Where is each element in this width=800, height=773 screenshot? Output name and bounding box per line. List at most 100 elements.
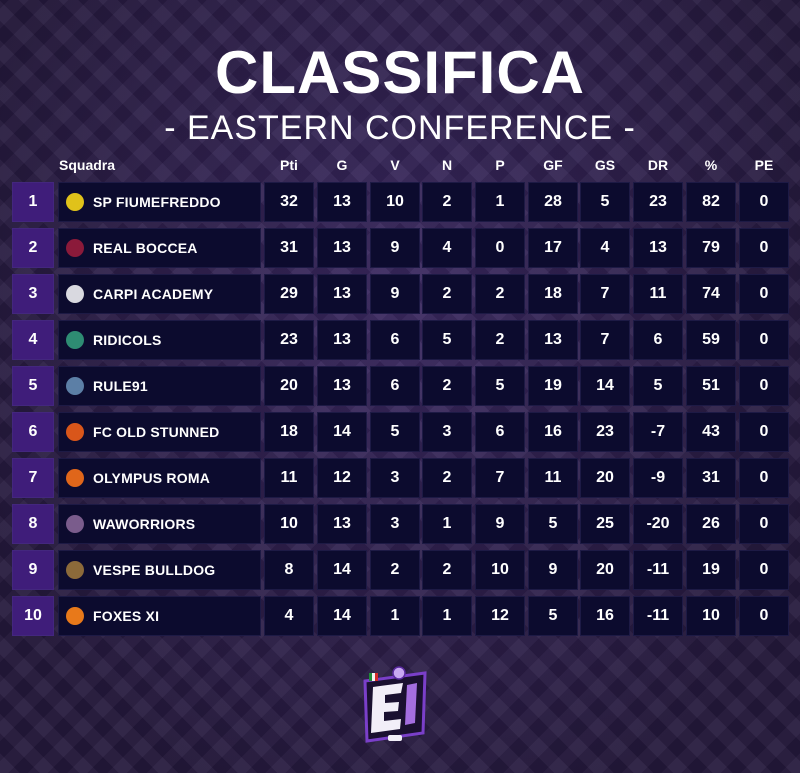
pct-cell: 79 xyxy=(686,228,736,268)
p-cell: 5 xyxy=(475,366,525,406)
pct-cell: 43 xyxy=(686,412,736,452)
position-cell: 7 xyxy=(12,458,54,498)
gf-cell: 13 xyxy=(528,320,578,360)
header-p: P xyxy=(495,157,505,173)
pct-cell: 59 xyxy=(686,320,736,360)
team-cell: REAL BOCCEA xyxy=(58,228,261,268)
header-v: V xyxy=(390,157,400,173)
gf-cell: 5 xyxy=(528,596,578,636)
pts-cell: 29 xyxy=(264,274,314,314)
gs-cell: 23 xyxy=(580,412,630,452)
v-cell: 6 xyxy=(370,320,420,360)
p-cell: 2 xyxy=(475,274,525,314)
team-name: REAL BOCCEA xyxy=(93,240,198,256)
team-logo-icon xyxy=(66,607,84,625)
table-row: 8 WAWORRIORS 10 13 3 1 9 5 25 -20 26 0 xyxy=(0,504,800,544)
pct-cell: 51 xyxy=(686,366,736,406)
table-row: 10 FOXES XI 4 14 1 1 12 5 16 -11 10 0 xyxy=(0,596,800,636)
v-cell: 3 xyxy=(370,504,420,544)
v-cell: 2 xyxy=(370,550,420,590)
n-cell: 2 xyxy=(422,550,472,590)
n-cell: 5 xyxy=(422,320,472,360)
position-cell: 4 xyxy=(12,320,54,360)
pct-cell: 82 xyxy=(686,182,736,222)
pts-cell: 8 xyxy=(264,550,314,590)
gs-cell: 25 xyxy=(580,504,630,544)
header-gs: GS xyxy=(594,157,616,173)
pts-cell: 4 xyxy=(264,596,314,636)
v-cell: 6 xyxy=(370,366,420,406)
team-cell: FC OLD STUNNED xyxy=(58,412,261,452)
dr-cell: 23 xyxy=(633,182,683,222)
pts-cell: 20 xyxy=(264,366,314,406)
gs-cell: 7 xyxy=(580,274,630,314)
n-cell: 2 xyxy=(422,182,472,222)
pe-cell: 0 xyxy=(739,274,789,314)
pe-cell: 0 xyxy=(739,366,789,406)
g-cell: 13 xyxy=(317,228,367,268)
pts-cell: 18 xyxy=(264,412,314,452)
v-cell: 9 xyxy=(370,228,420,268)
pe-cell: 0 xyxy=(739,458,789,498)
header-team: Squadra xyxy=(59,157,116,173)
n-cell: 1 xyxy=(422,504,472,544)
dr-cell: -11 xyxy=(633,550,683,590)
pct-cell: 31 xyxy=(686,458,736,498)
team-cell: CARPI ACADEMY xyxy=(58,274,261,314)
n-cell: 4 xyxy=(422,228,472,268)
table-row: 7 OLYMPUS ROMA 11 12 3 2 7 11 20 -9 31 0 xyxy=(0,458,800,498)
dr-cell: -9 xyxy=(633,458,683,498)
team-name: RULE91 xyxy=(93,378,148,394)
position-cell: 10 xyxy=(12,596,54,636)
gf-cell: 18 xyxy=(528,274,578,314)
gs-cell: 4 xyxy=(580,228,630,268)
dr-cell: 5 xyxy=(633,366,683,406)
g-cell: 14 xyxy=(317,596,367,636)
team-logo-icon xyxy=(66,561,84,579)
position-cell: 6 xyxy=(12,412,54,452)
pe-cell: 0 xyxy=(739,504,789,544)
table-row: 6 FC OLD STUNNED 18 14 5 3 6 16 23 -7 43 0 xyxy=(0,412,800,452)
table-row: 3 CARPI ACADEMY 29 13 9 2 2 18 7 11 74 0 xyxy=(0,274,800,314)
pct-cell: 74 xyxy=(686,274,736,314)
team-name: WAWORRIORS xyxy=(93,516,196,532)
gs-cell: 7 xyxy=(580,320,630,360)
team-name: FOXES XI xyxy=(93,608,160,624)
gf-cell: 17 xyxy=(528,228,578,268)
gf-cell: 28 xyxy=(528,182,578,222)
position-cell: 9 xyxy=(12,550,54,590)
v-cell: 3 xyxy=(370,458,420,498)
pe-cell: 0 xyxy=(739,320,789,360)
pe-cell: 0 xyxy=(739,550,789,590)
dr-cell: 6 xyxy=(633,320,683,360)
team-name: CARPI ACADEMY xyxy=(93,286,214,302)
gs-cell: 14 xyxy=(580,366,630,406)
team-logo-icon xyxy=(66,285,84,303)
team-logo-icon xyxy=(66,377,84,395)
n-cell: 2 xyxy=(422,274,472,314)
position-cell: 2 xyxy=(12,228,54,268)
v-cell: 10 xyxy=(370,182,420,222)
g-cell: 14 xyxy=(317,412,367,452)
table-row: 2 REAL BOCCEA 31 13 9 4 0 17 4 13 79 0 xyxy=(0,228,800,268)
table-row: 4 RIDICOLS 23 13 6 5 2 13 7 6 59 0 xyxy=(0,320,800,360)
team-cell: RIDICOLS xyxy=(58,320,261,360)
gs-cell: 16 xyxy=(580,596,630,636)
header-gf: GF xyxy=(543,157,563,173)
position-cell: 3 xyxy=(12,274,54,314)
p-cell: 12 xyxy=(475,596,525,636)
g-cell: 13 xyxy=(317,274,367,314)
table-row: 1 SP FIUMEFREDDO 32 13 10 2 1 28 5 23 82 0 xyxy=(0,182,800,222)
n-cell: 2 xyxy=(422,366,472,406)
team-logo-icon xyxy=(66,515,84,533)
p-cell: 6 xyxy=(475,412,525,452)
dr-cell: -7 xyxy=(633,412,683,452)
p-cell: 2 xyxy=(475,320,525,360)
team-logo-icon xyxy=(66,469,84,487)
dr-cell: -20 xyxy=(633,504,683,544)
table-row: 9 VESPE BULLDOG 8 14 2 2 10 9 20 -11 19 0 xyxy=(0,550,800,590)
p-cell: 10 xyxy=(475,550,525,590)
header-pct: % xyxy=(704,157,718,173)
g-cell: 13 xyxy=(317,366,367,406)
pe-cell: 0 xyxy=(739,596,789,636)
